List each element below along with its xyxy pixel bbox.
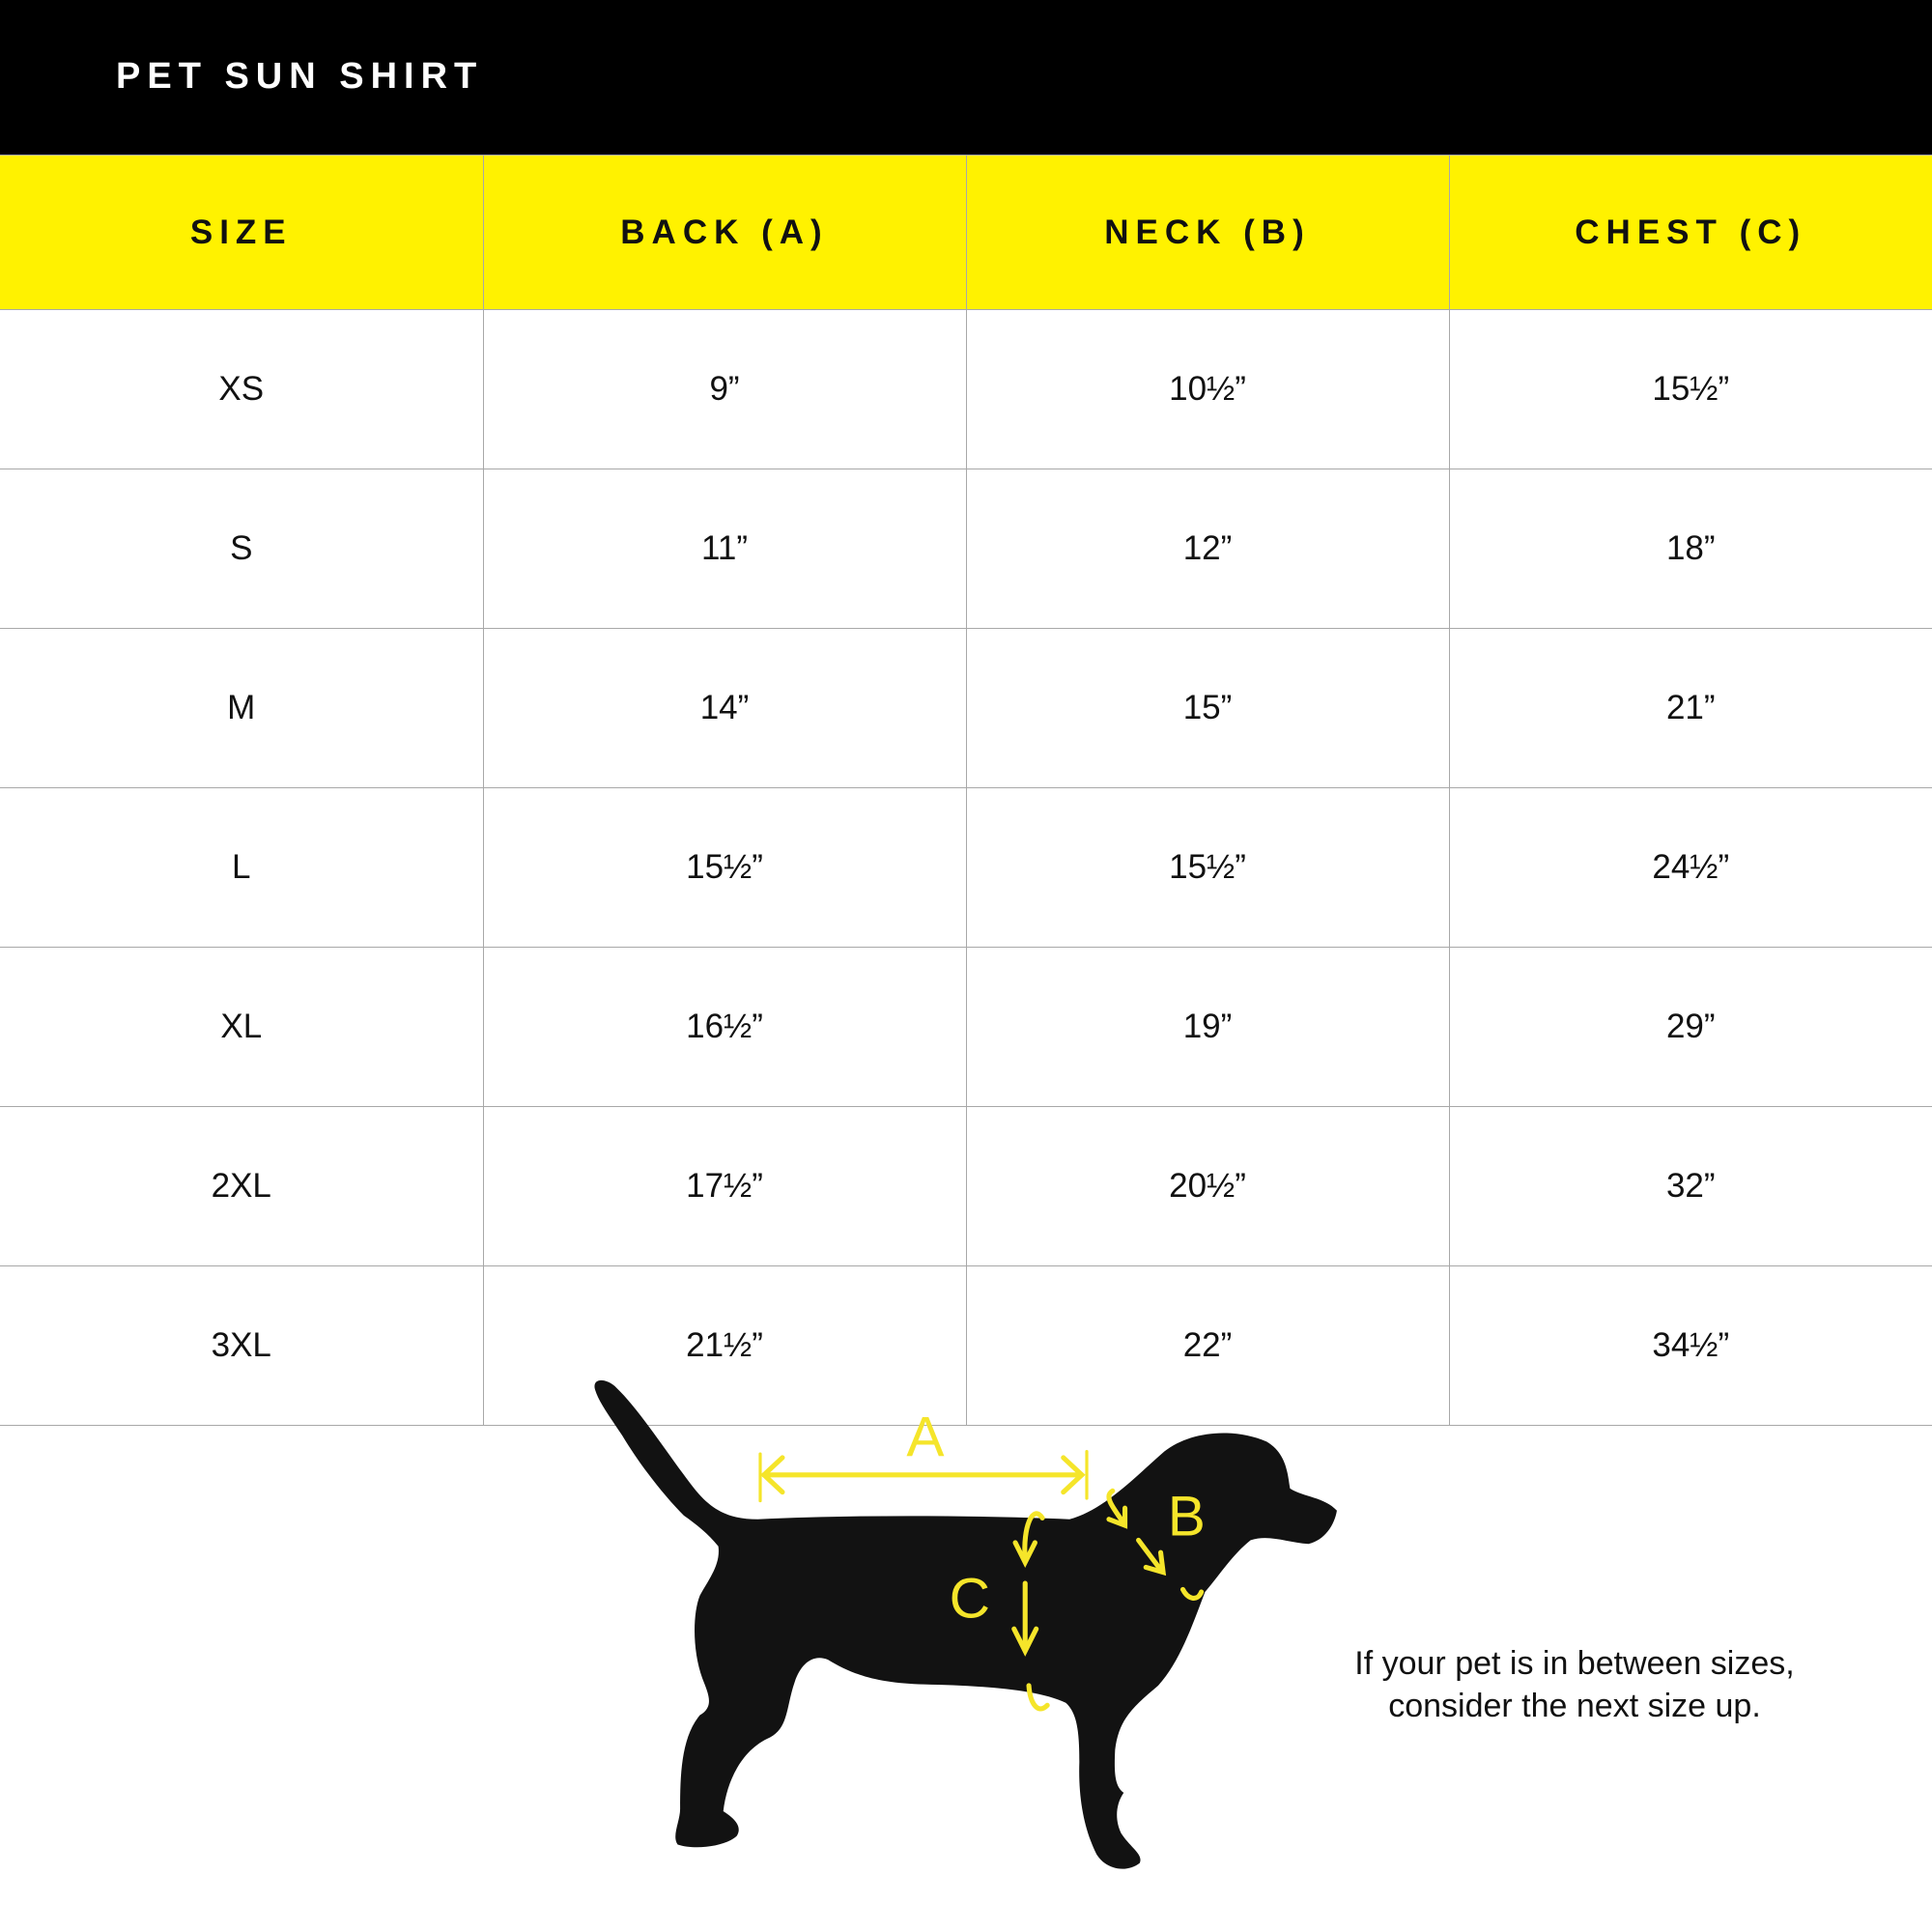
table-row: S 11” 12” 18” <box>0 469 1932 629</box>
cell-size: L <box>0 787 484 948</box>
size-chart-table: SIZE BACK (A) NECK (B) CHEST (C) XS 9” 10½… <box>0 155 1932 1426</box>
cell-neck: 19” <box>965 947 1450 1107</box>
cell-back: 15½” <box>482 787 967 948</box>
cell-neck: 15” <box>965 628 1450 788</box>
table-row: M 14” 15” 21” <box>0 628 1932 788</box>
cell-back: 11” <box>482 469 967 629</box>
cell-chest: 32” <box>1448 1106 1932 1266</box>
label-b: B <box>1168 1485 1206 1548</box>
cell-size: 3XL <box>0 1265 484 1426</box>
table-row: 3XL 21½” 22” 34½” <box>0 1265 1932 1426</box>
table-row: L 15½” 15½” 24½” <box>0 787 1932 948</box>
cell-neck: 15½” <box>965 787 1450 948</box>
column-header-size: SIZE <box>0 155 484 310</box>
table-row: XS 9” 10½” 15½” <box>0 309 1932 469</box>
cell-size: S <box>0 469 484 629</box>
cell-chest: 34½” <box>1448 1265 1932 1426</box>
cell-chest: 24½” <box>1448 787 1932 948</box>
cell-chest: 21” <box>1448 628 1932 788</box>
cell-neck: 12” <box>965 469 1450 629</box>
cell-chest: 29” <box>1448 947 1932 1107</box>
cell-neck: 10½” <box>965 309 1450 469</box>
sizing-note-line-2: consider the next size up. <box>1388 1688 1761 1724</box>
cell-neck: 20½” <box>965 1106 1450 1266</box>
column-header-neck: NECK (B) <box>965 155 1450 310</box>
cell-chest: 18” <box>1448 469 1932 629</box>
dog-silhouette <box>594 1379 1337 1869</box>
cell-neck: 22” <box>965 1265 1450 1426</box>
table-row: XL 16½” 19” 29” <box>0 947 1932 1107</box>
cell-size: XL <box>0 947 484 1107</box>
cell-back: 14” <box>482 628 967 788</box>
sizing-note: If your pet is in between sizes, conside… <box>1294 1642 1855 1727</box>
cell-size: XS <box>0 309 484 469</box>
cell-size: M <box>0 628 484 788</box>
page-title: PET SUN SHIRT <box>116 56 484 97</box>
sizing-note-line-1: If your pet is in between sizes, <box>1354 1645 1795 1682</box>
cell-back: 16½” <box>482 947 967 1107</box>
column-header-chest: CHEST (C) <box>1448 155 1932 310</box>
cell-chest: 15½” <box>1448 309 1932 469</box>
label-c: C <box>950 1568 990 1631</box>
table-row: 2XL 17½” 20½” 32” <box>0 1106 1932 1266</box>
measurement-arrows <box>758 1449 1205 1712</box>
title-bar: PET SUN SHIRT <box>0 0 1932 155</box>
cell-back: 21½” <box>482 1265 967 1426</box>
cell-size: 2XL <box>0 1106 484 1266</box>
cell-back: 17½” <box>482 1106 967 1266</box>
column-header-back: BACK (A) <box>482 155 967 310</box>
cell-back: 9” <box>482 309 967 469</box>
table-header-row: SIZE BACK (A) NECK (B) CHEST (C) <box>0 155 1932 310</box>
